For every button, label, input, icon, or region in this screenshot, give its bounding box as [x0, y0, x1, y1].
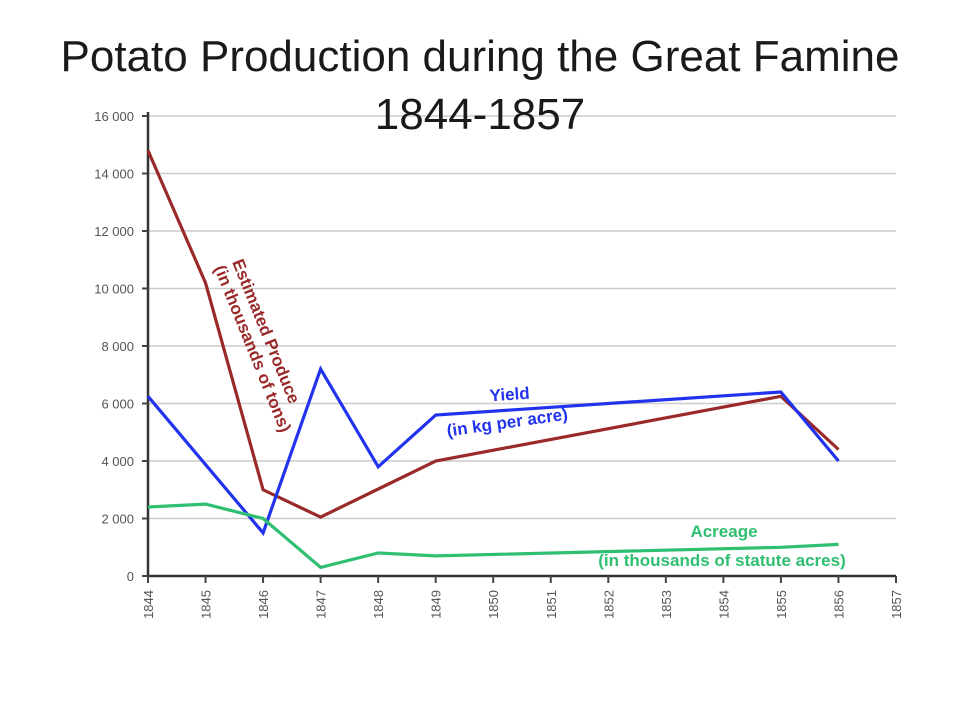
x-tick-label: 1849 — [429, 590, 444, 619]
y-tick-label: 2 000 — [101, 512, 134, 527]
series-line-acreage — [147, 502, 839, 570]
y-tick-label: 0 — [127, 569, 134, 584]
x-tick-label: 1845 — [199, 590, 214, 619]
series-line-yield — [146, 365, 840, 537]
x-tick-label: 1850 — [486, 590, 501, 619]
x-tick-label: 1852 — [601, 590, 616, 619]
x-tick-label: 1857 — [889, 590, 904, 619]
x-tick-label: 1855 — [774, 590, 789, 619]
series-annotation: Yield — [489, 384, 530, 406]
y-tick-label: 6 000 — [101, 397, 134, 412]
x-tick-label: 1851 — [544, 590, 559, 619]
x-tick-label: 1856 — [831, 590, 846, 619]
axes — [146, 112, 896, 578]
x-tick-label: 1844 — [141, 590, 156, 619]
series-annotation: Acreage — [690, 522, 757, 541]
x-tick-label: 1848 — [371, 590, 386, 619]
y-tick-label: 16 000 — [94, 109, 134, 124]
series-line-estimated-produce — [146, 149, 840, 519]
series-annotation: (in thousands of statute acres) — [598, 551, 845, 570]
y-axis-ticks: 0 2 000 4 000 6 000 8 000 10 000 12 000 14 000 1… — [94, 109, 148, 584]
y-tick-label: 4 000 — [101, 454, 134, 469]
x-tick-label: 1846 — [256, 590, 271, 619]
y-tick-label: 8 000 — [101, 339, 134, 354]
slide-title: Potato Production during the Great Famin… — [60, 32, 900, 139]
y-tick-label: 14 000 — [94, 167, 134, 182]
x-axis-ticks: 1844 1845 1846 1847 1848 1849 1850 1851 1852 1853… — [141, 576, 904, 619]
y-tick-label: 10 000 — [94, 282, 134, 297]
y-tick-label: 12 000 — [94, 224, 134, 239]
series-lines — [146, 149, 840, 570]
grid-lines — [148, 115, 896, 520]
x-tick-label: 1847 — [314, 590, 329, 619]
x-tick-label: 1853 — [659, 590, 674, 619]
x-tick-label: 1854 — [716, 590, 731, 619]
